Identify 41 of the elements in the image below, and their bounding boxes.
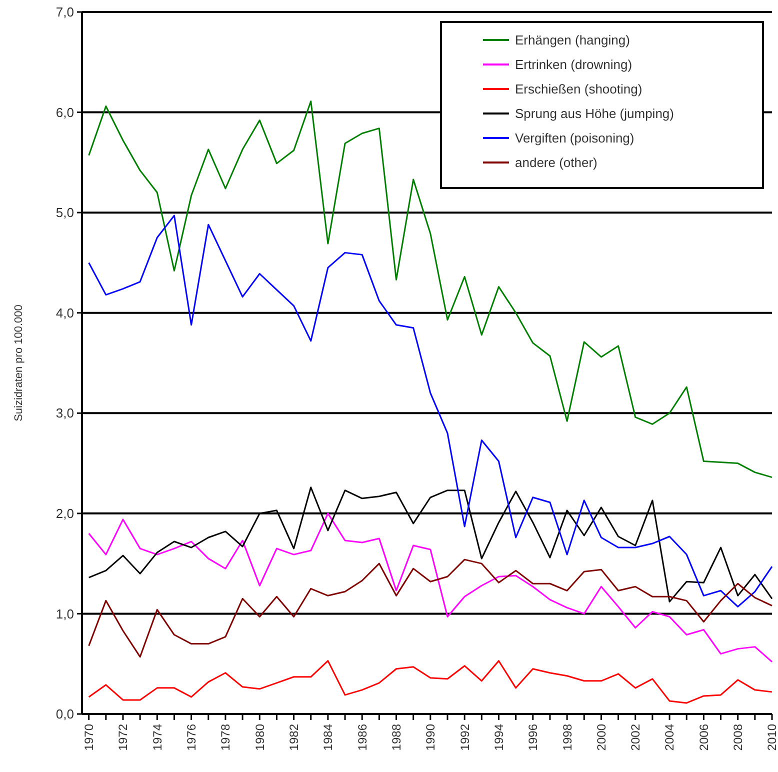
line-series — [88, 100, 773, 478]
x-tick-label: 1972 — [116, 724, 130, 751]
x-tick-label: 1994 — [492, 724, 506, 751]
x-tick-label: 1970 — [82, 724, 96, 751]
x-tick-label: 1978 — [218, 724, 233, 751]
y-tick-label: 5,0 — [56, 205, 74, 220]
x-tick-label: 1990 — [424, 724, 438, 751]
x-tick-label: 1996 — [526, 724, 540, 751]
y-tick-label: 4,0 — [56, 305, 74, 320]
legend-label: Sprung aus Höhe (jumping) — [515, 106, 674, 122]
y-tick-label: 7,0 — [56, 4, 74, 20]
x-tick-label: 1992 — [458, 724, 472, 751]
x-tick-label: 1986 — [355, 724, 370, 751]
x-tick-label: 2000 — [594, 724, 608, 751]
legend-label: Erschießen (shooting) — [515, 82, 642, 97]
x-tick-label: 2010 — [765, 724, 778, 751]
y-tick-label: 1,0 — [56, 606, 74, 622]
y-tick-label: 2,0 — [56, 506, 74, 521]
x-tick-label: 2008 — [731, 724, 746, 751]
x-tick-label: 1984 — [321, 724, 336, 751]
line-series — [88, 558, 773, 658]
line-series — [88, 660, 773, 704]
x-tick-label: 2004 — [662, 724, 677, 751]
x-tick-label: 1976 — [184, 724, 199, 751]
x-tick-label: 2002 — [628, 724, 643, 751]
x-tick-label: 2006 — [696, 724, 711, 751]
legend-label: andere (other) — [515, 155, 598, 170]
x-tick-label: 1974 — [150, 724, 164, 751]
x-tick-label: 1988 — [389, 724, 404, 751]
line-series — [88, 214, 773, 608]
x-tick-label: 1980 — [252, 724, 267, 751]
y-tick-label: 3,0 — [56, 406, 74, 421]
legend-label: Ertrinken (drowning) — [515, 57, 632, 72]
line-series — [88, 512, 773, 663]
x-tick-label: 1998 — [560, 724, 574, 751]
y-tick-label: 0,0 — [56, 706, 74, 722]
y-axis-title: Suizidraten pro 100.000 — [13, 304, 25, 422]
x-tick-label: 1982 — [286, 724, 301, 751]
y-tick-label: 6,0 — [56, 104, 74, 120]
legend-label: Vergiften (poisoning) — [515, 130, 634, 146]
legend-label: Erhängen (hanging) — [515, 32, 630, 48]
